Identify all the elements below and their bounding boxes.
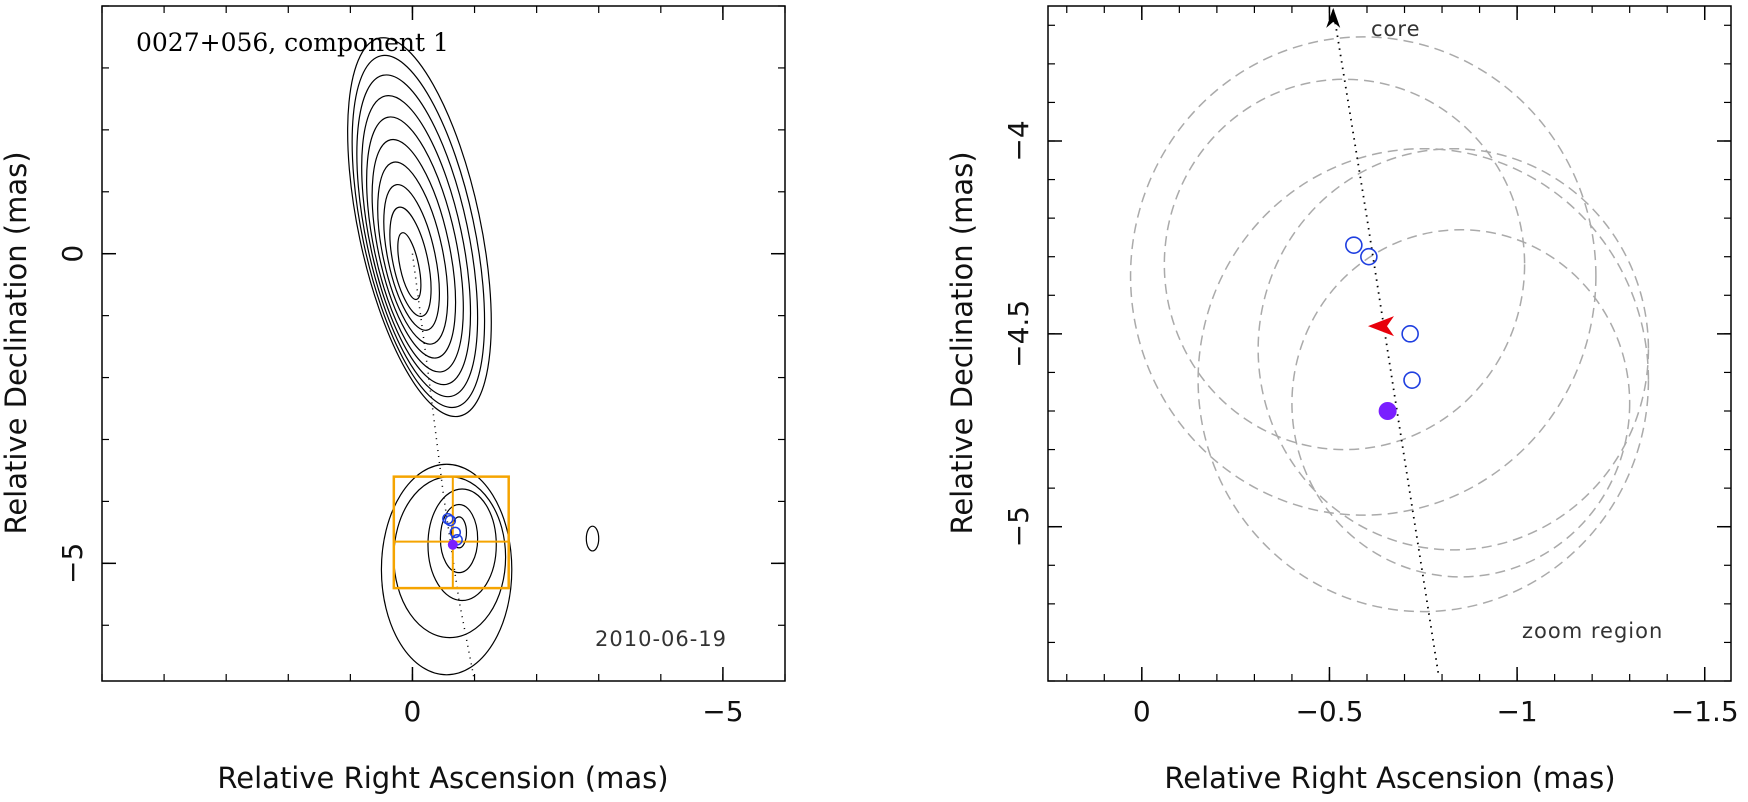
left-y-tick-label: −5 <box>56 543 89 584</box>
left-date-label: 2010-06-19 <box>595 627 727 651</box>
jet-contour <box>427 488 497 602</box>
right-y-tick-label: −4.5 <box>1002 300 1035 368</box>
core-direction-arrow <box>1326 7 1341 28</box>
core-contour <box>356 74 479 398</box>
left-x-axis-label: Relative Right Ascension (mas) <box>217 761 668 795</box>
right-x-tick-label: −1.5 <box>1671 695 1739 728</box>
zoom-region-box <box>392 475 510 590</box>
component-open-point <box>1401 325 1419 343</box>
error-circle <box>1197 147 1650 613</box>
core-contour <box>397 232 422 301</box>
component-open-point <box>449 526 462 539</box>
left-y-axis-label: Relative Declination (mas) <box>0 151 33 534</box>
error-circle <box>1291 228 1631 578</box>
error-circle <box>1129 36 1597 516</box>
right-panel: 0 −0.5 −1 −1.5 −4 −4.5 −5 core zoom region Rel… <box>945 5 1739 795</box>
left-x-tick-label: 0 <box>404 695 422 728</box>
core-contour <box>366 116 464 373</box>
jet-contour <box>450 516 468 549</box>
core-contour <box>351 54 486 409</box>
core-contour <box>377 161 449 345</box>
component-open-point <box>1360 247 1378 266</box>
component-track <box>411 253 476 682</box>
component-open-point <box>442 513 454 525</box>
left-y-tick-label: 0 <box>56 245 89 263</box>
component-open-point <box>1403 371 1421 389</box>
core-contour <box>383 183 440 331</box>
right-x-axis-label: Relative Right Ascension (mas) <box>1164 761 1615 795</box>
zoom-region-label: zoom region <box>1522 619 1663 643</box>
component-filled-point <box>447 539 458 550</box>
jet-contour <box>439 503 479 574</box>
component-open-point <box>444 514 457 527</box>
left-plot-frame <box>101 5 786 682</box>
left-panel: 0 −50−5 0027+056, component 1 2010-06-19 … <box>0 5 786 795</box>
right-x-tick-label: 0 <box>1133 695 1151 728</box>
core-contour <box>347 37 492 418</box>
right-clipped-marks <box>1129 9 1650 674</box>
component-open-point <box>1345 236 1363 254</box>
red-marker-arrow <box>1367 316 1394 337</box>
right-y-tick-label: −4 <box>1002 120 1035 161</box>
outlier-contour <box>585 525 600 552</box>
right-x-tick-label: −0.5 <box>1295 695 1363 728</box>
left-x-tick-label: −5 <box>702 695 743 728</box>
core-contour <box>371 138 457 359</box>
component-track <box>1332 9 1440 674</box>
jet-contour <box>393 476 507 639</box>
right-y-tick-label: −5 <box>1002 506 1035 547</box>
right-y-axis-label: Relative Declination (mas) <box>945 151 979 534</box>
error-circle <box>1163 78 1526 451</box>
component-filled-point <box>1378 402 1397 420</box>
jet-contour <box>380 463 513 676</box>
left-title: 0027+056, component 1 <box>136 28 449 57</box>
core-label: core <box>1371 17 1421 41</box>
core-contour <box>389 206 432 317</box>
right-x-tick-label: −1 <box>1496 695 1537 728</box>
error-circle <box>1257 147 1650 551</box>
core-contour <box>361 95 472 386</box>
right-plot-frame <box>1047 5 1732 682</box>
